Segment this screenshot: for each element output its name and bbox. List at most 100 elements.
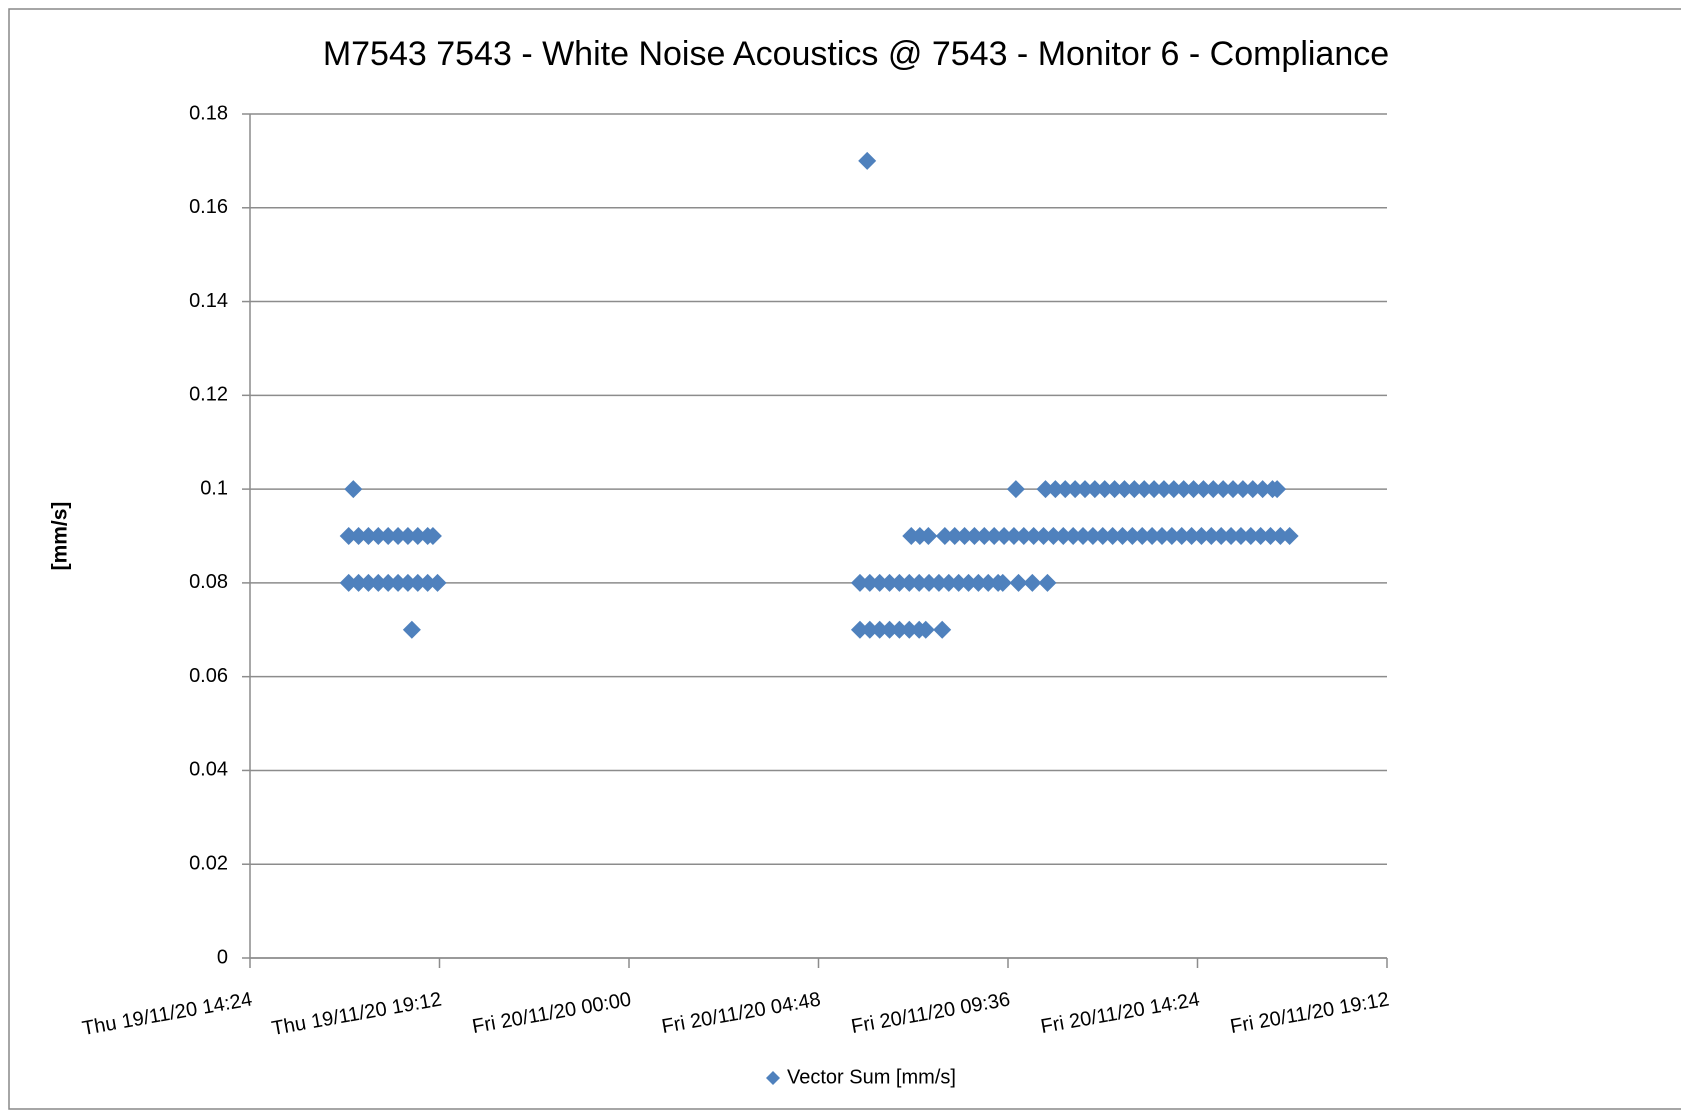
point <box>1083 527 1102 545</box>
chart-frame <box>8 8 1681 1110</box>
y-tick-label: 0 <box>217 946 228 968</box>
point <box>1095 480 1114 499</box>
y-tick-label: 0.08 <box>189 571 228 593</box>
point <box>969 573 988 592</box>
point <box>1133 527 1152 545</box>
point <box>389 527 408 545</box>
point <box>1251 527 1270 545</box>
point <box>418 573 437 592</box>
point <box>1253 480 1272 499</box>
point <box>369 573 388 592</box>
point <box>880 620 899 639</box>
x-tick-label: Fri 20/11/20 00:00 <box>471 988 633 1038</box>
y-axis-label: [mm/s] <box>49 502 72 571</box>
y-tick-label: 0.1 <box>200 477 228 499</box>
point <box>359 573 378 592</box>
y-tick-label: 0.02 <box>189 853 228 875</box>
point <box>929 573 948 592</box>
point <box>1135 480 1154 499</box>
point <box>398 527 417 545</box>
point <box>1004 527 1023 545</box>
point <box>900 620 919 639</box>
point <box>1212 527 1231 545</box>
point <box>1023 573 1042 592</box>
point <box>959 573 978 592</box>
y-tick-label: 0.12 <box>189 384 228 406</box>
point <box>993 573 1012 592</box>
point <box>1154 480 1173 499</box>
point <box>1182 527 1201 545</box>
point <box>858 151 877 170</box>
point <box>379 527 398 545</box>
point <box>428 573 447 592</box>
y-tick-label: 0.14 <box>189 290 228 312</box>
point <box>979 573 998 592</box>
point <box>920 573 939 592</box>
x-tick-label: Fri 20/11/20 14:24 <box>1039 988 1201 1038</box>
point <box>1093 527 1112 545</box>
point <box>860 573 879 592</box>
point <box>1231 527 1250 545</box>
point <box>860 620 879 639</box>
x-tick-label: Thu 19/11/20 19:12 <box>270 988 443 1040</box>
point <box>1280 527 1299 545</box>
point <box>1214 480 1233 499</box>
point <box>870 573 889 592</box>
point <box>1271 527 1290 545</box>
point <box>1046 480 1065 499</box>
point <box>1036 480 1055 499</box>
point <box>379 573 398 592</box>
legend-marker <box>766 1071 780 1085</box>
point <box>890 573 909 592</box>
point <box>1243 480 1262 499</box>
point <box>1184 480 1203 499</box>
point <box>880 573 899 592</box>
point <box>339 527 358 545</box>
point <box>870 620 889 639</box>
point <box>1009 573 1028 592</box>
point <box>1006 480 1025 499</box>
point <box>1172 527 1191 545</box>
x-tick-label: Fri 20/11/20 09:36 <box>850 988 1012 1038</box>
point <box>995 527 1014 545</box>
point <box>1174 480 1193 499</box>
point <box>1038 573 1057 592</box>
point <box>1123 527 1142 545</box>
point <box>890 620 909 639</box>
point <box>1125 480 1144 499</box>
point <box>975 527 994 545</box>
point <box>916 620 935 639</box>
y-tick-label: 0.06 <box>189 665 228 687</box>
point <box>1044 527 1063 545</box>
point <box>1056 480 1075 499</box>
point <box>1224 480 1243 499</box>
point <box>1268 480 1287 499</box>
point <box>965 527 984 545</box>
point <box>1085 480 1104 499</box>
point <box>850 620 869 639</box>
point <box>949 573 968 592</box>
point <box>955 527 974 545</box>
point <box>900 573 919 592</box>
legend-label: Vector Sum [mm/s] <box>787 1066 956 1088</box>
point <box>939 573 958 592</box>
point <box>1143 527 1162 545</box>
point <box>1233 480 1252 499</box>
point <box>935 527 954 545</box>
point <box>1192 527 1211 545</box>
point <box>1103 527 1122 545</box>
series <box>339 151 1299 639</box>
point <box>1074 527 1093 545</box>
point <box>1261 527 1280 545</box>
point <box>1162 527 1181 545</box>
point <box>369 527 388 545</box>
point <box>933 620 952 639</box>
x-tick-label: Thu 19/11/20 14:24 <box>81 988 254 1040</box>
point <box>1204 480 1223 499</box>
y-tick-label: 0.04 <box>189 759 228 781</box>
point <box>344 480 363 499</box>
chart-title: M7543 7543 - White Noise Acoustics @ 754… <box>323 35 1389 73</box>
point <box>1064 527 1083 545</box>
point <box>1014 527 1033 545</box>
